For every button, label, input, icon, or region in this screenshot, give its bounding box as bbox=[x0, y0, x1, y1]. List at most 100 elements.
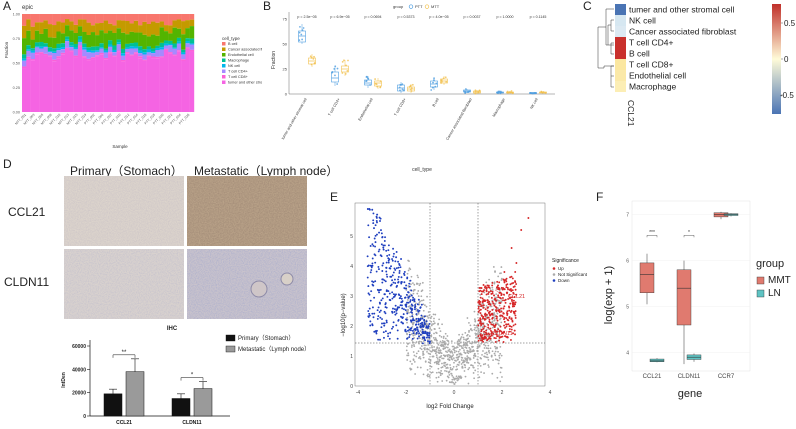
panel-e-point-down bbox=[409, 300, 412, 303]
panel-b-legend-title: group bbox=[393, 4, 404, 9]
panel-e-point-up bbox=[507, 288, 510, 291]
panel-e-point-ns bbox=[487, 358, 490, 361]
panel-e-point-ns bbox=[491, 341, 493, 344]
panel-e-point-ns bbox=[490, 355, 493, 358]
panel-e-point-ns bbox=[465, 347, 468, 349]
panel-e-point-ns bbox=[473, 377, 476, 380]
panel-e-point-ns bbox=[456, 353, 459, 356]
panel-e-point-ns bbox=[427, 344, 430, 346]
panel-e-point-down bbox=[397, 280, 400, 283]
panel-e-point-ns bbox=[474, 319, 477, 322]
panel-e-ytick: 0 bbox=[350, 384, 353, 390]
panel-e-point-down bbox=[380, 255, 383, 258]
panel-a-bar-segment bbox=[22, 66, 27, 69]
panel-e-point-up bbox=[478, 299, 481, 302]
panel-e-point-ns bbox=[480, 342, 483, 345]
panel-e-point-down bbox=[373, 237, 376, 240]
panel-e-point-ns bbox=[485, 347, 488, 349]
panel-e-plot-frame bbox=[354, 202, 546, 387]
panel-a-bar-segment bbox=[43, 46, 48, 48]
panel-a-legend-label: T cell CD8+ bbox=[228, 75, 249, 79]
panel-e-point-ns bbox=[474, 355, 477, 358]
panel-e-point-down bbox=[400, 297, 403, 300]
panel-e-point-ns bbox=[437, 367, 440, 370]
panel-e-point-ns bbox=[473, 324, 476, 327]
panel-e-point-up bbox=[494, 305, 497, 308]
panel-e-point-ns bbox=[446, 354, 449, 357]
panel-a-bar-segment bbox=[129, 43, 134, 47]
panel-e-point-up bbox=[482, 304, 485, 307]
panel-e-point-up bbox=[491, 323, 494, 326]
panel-e-point-ns bbox=[473, 318, 476, 321]
panel-e-point-ns bbox=[423, 348, 426, 351]
panel-e-point-ns bbox=[435, 371, 438, 374]
panel-e-point-ns bbox=[459, 338, 462, 341]
panel-e-point-up bbox=[502, 299, 504, 302]
panel-b-jitter-point bbox=[298, 31, 301, 34]
panel-b-jitter-point bbox=[464, 90, 466, 93]
panel-a-legend-label: Endothelial cell bbox=[228, 53, 254, 57]
panel-e-point-ns bbox=[427, 361, 430, 364]
panel-e-point-ns bbox=[498, 354, 501, 357]
panel-e-point-down bbox=[371, 306, 374, 309]
panel-e-point-down bbox=[376, 309, 379, 312]
panel-e-point-up bbox=[480, 305, 483, 308]
panel-e-point-up bbox=[482, 327, 485, 330]
panel-e-point-up bbox=[495, 315, 498, 318]
panel-e-point-ns bbox=[457, 350, 460, 353]
panel-e-point-ns bbox=[407, 269, 410, 272]
panel-e-point-up bbox=[493, 298, 496, 301]
panel-e-point-up bbox=[487, 303, 490, 306]
panel-e-point-up bbox=[514, 316, 517, 319]
panel-a-bar-segment bbox=[129, 14, 134, 24]
panel-e-point-ns bbox=[408, 311, 410, 314]
panel-e-point-ns bbox=[448, 373, 451, 376]
panel-a-legend-title: cell_type bbox=[222, 36, 240, 41]
panel-e-point-up bbox=[520, 229, 523, 231]
panel-e-point-ns bbox=[421, 289, 424, 292]
panel-a-bar-segment bbox=[47, 37, 53, 48]
panel-e-point-ns bbox=[441, 341, 443, 344]
panel-e-point-up bbox=[512, 301, 515, 304]
panel-e-point-ns bbox=[476, 313, 479, 316]
panel-e-point-up bbox=[498, 308, 501, 311]
panel-e-point-ns bbox=[459, 344, 461, 347]
panel-e-point-up bbox=[502, 341, 505, 343]
panel-e-point-ns bbox=[466, 344, 469, 347]
panel-a-bar-segment bbox=[26, 14, 31, 20]
panel-b-jitter-point bbox=[309, 55, 312, 58]
panel-e-point-down bbox=[426, 326, 429, 329]
panel-a-bar-segment bbox=[185, 47, 190, 49]
panel-b-pvalue: p = 1.0000 bbox=[496, 15, 513, 19]
panel-e-point-ns bbox=[448, 354, 451, 357]
panel-a-bar-segment bbox=[155, 58, 160, 112]
panel-b-jitter-point bbox=[402, 89, 405, 92]
panel-b-ytick: 0 bbox=[285, 92, 288, 97]
panel-e-point-down bbox=[424, 331, 427, 334]
panel-e-point-ns bbox=[415, 341, 418, 343]
panel-e-point-ns bbox=[466, 317, 469, 319]
panel-b-jitter-point bbox=[331, 71, 333, 74]
panel-e-point-down bbox=[393, 278, 396, 281]
panel-a-bar-segment bbox=[181, 59, 186, 61]
panel-e-point-ns bbox=[444, 337, 447, 340]
panel-a-bar-segment bbox=[151, 53, 156, 57]
panel-a-bar-segment bbox=[172, 20, 177, 28]
panel-e-point-down bbox=[419, 325, 422, 327]
panel-e-point-down bbox=[422, 325, 425, 328]
panel-b-jitter-point bbox=[431, 86, 434, 89]
panel-e-point-down bbox=[385, 266, 388, 269]
panel-a-bar-segment bbox=[56, 43, 61, 49]
panel-d-header-metastatic: Metastatic（Lymph node） bbox=[194, 164, 339, 178]
panel-e-point-up bbox=[477, 307, 480, 310]
panel-e-point-ns bbox=[405, 310, 408, 313]
panel-b-jitter-point bbox=[544, 92, 547, 94]
panel-e-point-up bbox=[497, 296, 500, 298]
panel-e-point-ns bbox=[448, 350, 451, 353]
panel-e-point-down bbox=[401, 307, 404, 310]
panel-b-jitter-point bbox=[400, 84, 402, 86]
panel-e-point-ns bbox=[493, 352, 496, 355]
panel-e-point-up bbox=[490, 296, 493, 299]
panel-d-bar bbox=[193, 388, 213, 417]
